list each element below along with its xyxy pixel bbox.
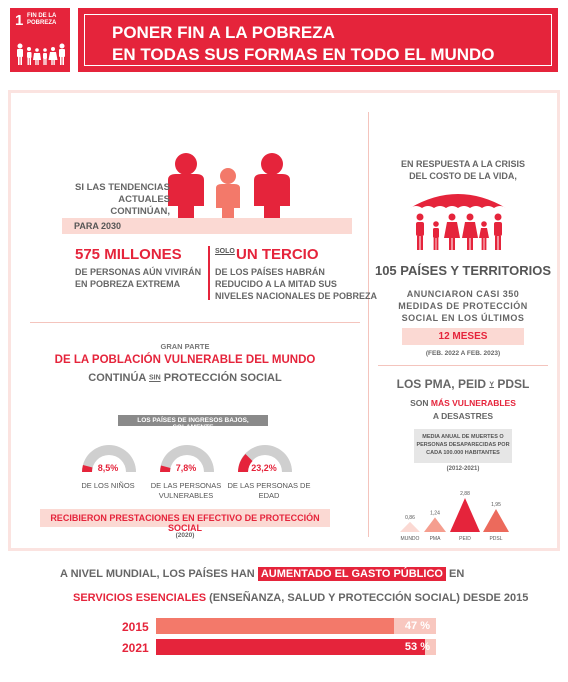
bar-value-2021: 53 % (404, 641, 430, 653)
people-icon (168, 153, 290, 225)
crisis-line-2: DEL COSTO DE LA VIDA, (409, 171, 517, 181)
crisis-period: (FEB. 2022 A FEB. 2023) (425, 350, 501, 357)
frame-top (8, 90, 560, 93)
frame-bottom (8, 548, 560, 551)
gauge-children-value: 8,5% (97, 463, 119, 473)
spending-highlight: AUMENTADO EL GASTO PÚBLICO (257, 567, 446, 581)
vulnerable-y: Y (489, 381, 494, 389)
metric-box: MEDIA ANUAL DE MUERTES O PERSONAS DESAPA… (414, 429, 512, 463)
proteccion-text: PROTECCIÓN SOCIAL (163, 372, 282, 384)
gauge-vulnerable-label-1: DE LAS PERSONAS (150, 481, 222, 490)
vulnerable-headline: LOS PMA, PEID (396, 377, 486, 391)
solo-label: SOLO (215, 248, 235, 255)
gauge-older (238, 445, 292, 472)
triangle-pdsl (483, 508, 509, 532)
benefits-year: (2020) (175, 532, 195, 539)
goal-label: FIN DE LA POBREZA (27, 13, 57, 26)
page-title: PONER FIN A LA POBREZA EN TODAS SUS FORM… (112, 22, 532, 66)
gauge-older-label: DE LAS PERSONAS DE EDAD (227, 481, 311, 500)
year-banner: PARA 2030 (62, 218, 352, 234)
essential-services-text: SERVICIOS ESENCIALES (73, 592, 207, 604)
frame-right (557, 90, 560, 550)
triangle-peid (450, 498, 480, 532)
triangle-label-pdsl: PDSL (489, 536, 502, 542)
bar-fill-2021 (156, 639, 425, 655)
third-line-1: DE LOS PAÍSES HABRÁN (215, 267, 325, 277)
mas-vulnerables-text: MÁS VULNERABLES (430, 398, 516, 408)
son-line: SON MÁS VULNERABLES (380, 398, 546, 408)
sin-text: SIN (149, 374, 161, 382)
title-line-1: PONER FIN A LA POBREZA (112, 23, 335, 42)
triangle-pma (424, 517, 446, 532)
gauge-fill (238, 454, 253, 472)
gran-parte-label: GRAN PARTE (160, 342, 210, 351)
third-headline: UN TERCIO (236, 246, 319, 263)
vulnerable-headline-line: LOS PMA, PEID Y PDSL (380, 377, 546, 391)
triangle-label-peid: PEID (459, 536, 471, 542)
spending-line-2: SERVICIOS ESENCIALES (ENSEÑANZA, SALUD Y… (73, 592, 543, 604)
spending-line-1-post: EN (449, 568, 465, 580)
metric-period: (2012-2021) (446, 466, 480, 472)
bar-year-2021: 2021 (122, 641, 149, 655)
disaster-chart: 0,86 MUNDO 1,24 PMA 2,88 PEID 1,95 PDSL (400, 491, 509, 542)
crisis-line-1: EN RESPUESTA A LA CRISIS (400, 159, 525, 169)
gauge-children (82, 445, 136, 472)
measures-line-3: SOCIAL EN LOS ÚLTIMOS (401, 313, 525, 323)
section-divider-red (208, 246, 210, 300)
triangle-value-peid: 2,88 (460, 491, 470, 497)
vulnerable-pdsl: PDSL (497, 377, 530, 391)
horizontal-divider-right (378, 365, 548, 366)
family-icon (17, 43, 65, 65)
low-income-banner: LOS PAÍSES DE INGRESOS BAJOS, SOLAMENTE (118, 415, 268, 431)
third-line-2: REDUCIDO A LA MITAD SUS (215, 279, 337, 289)
bar-fill-2015 (156, 618, 395, 634)
spending-line-1: A NIVEL MUNDIAL, LOS PAÍSES HAN AUMENTAD… (60, 567, 530, 581)
triangle-value-pdsl: 1,95 (491, 502, 501, 508)
protection-line: CONTINÚA SIN PROTECCIÓN SOCIAL (60, 372, 310, 384)
gauge-children-label: DE LOS NIÑOS (81, 481, 135, 490)
son-text: SON (410, 398, 429, 408)
continua-text: CONTINÚA (88, 372, 146, 384)
header-banner (78, 8, 558, 72)
bar-year-2015: 2015 (122, 620, 149, 634)
triangle-label-pma: PMA (430, 536, 442, 542)
umbrella-family-icon (410, 194, 506, 250)
measures-line-1: ANUNCIARON CASI 350 (406, 289, 520, 299)
benefits-banner: RECIBIERON PRESTACIONES EN EFECTIVO DE P… (40, 509, 330, 533)
countries-headline: 105 PAÍSES Y TERRITORIOS (374, 263, 552, 278)
frame-left (8, 90, 11, 550)
sdg-goal-badge: 1 FIN DE LA POBREZA (10, 8, 70, 72)
vertical-divider (368, 112, 369, 537)
vulnerable-population-headline: DE LA POBLACIÓN VULNERABLE DEL MUNDO (54, 354, 316, 366)
poverty-intro-line-2: ACTUALES CONTINÚAN, (110, 194, 170, 217)
millions-line-2: EN POBREZA EXTREMA (75, 279, 181, 289)
triangle-value-pma: 1,24 (430, 510, 440, 516)
essential-services-rest: (ENSEÑANZA, SALUD Y PROTECCIÓN SOCIAL) D… (209, 592, 529, 604)
poverty-intro-line-1: SI LAS TENDENCIAS (75, 182, 171, 193)
spending-line-1-pre: A NIVEL MUNDIAL, LOS PAÍSES HAN (60, 568, 255, 580)
a-desastres-text: A DESASTRES (432, 411, 494, 421)
triangle-mundo (400, 521, 420, 532)
horizontal-divider-left (30, 322, 360, 323)
gauge-vulnerable (160, 445, 214, 472)
bar-value-2015: 47 % (404, 620, 430, 632)
millions-headline: 575 MILLONES (75, 246, 182, 263)
measures-line-2: MEDIDAS DE PROTECCIÓN (398, 301, 528, 311)
metric-line-1: MEDIA ANUAL DE MUERTES O (422, 434, 504, 440)
gauge-fill (160, 465, 171, 472)
gauge-vulnerable-value: 7,8% (175, 463, 197, 473)
goal-number: 1 (15, 12, 24, 29)
triangle-value-mundo: 0,86 (405, 515, 415, 521)
metric-line-3: CADA 100.000 HABITANTES (426, 450, 500, 456)
third-line-3: NIVELES NACIONALES DE POBREZA (215, 291, 378, 301)
gauge-fill (82, 465, 93, 472)
millions-line-1: DE PERSONAS AÚN VIVIRÁN (75, 267, 202, 277)
metric-line-2: PERSONAS DESAPARECIDAS POR (416, 442, 510, 448)
months-banner: 12 MESES (402, 328, 524, 345)
triangle-label-mundo: MUNDO (401, 536, 420, 542)
gauge-older-value: 23,2% (251, 463, 277, 473)
gauge-vulnerable-label-2: VULNERABLES (158, 491, 214, 500)
title-line-2: EN TODAS SUS FORMAS EN TODO EL MUNDO (112, 45, 495, 64)
